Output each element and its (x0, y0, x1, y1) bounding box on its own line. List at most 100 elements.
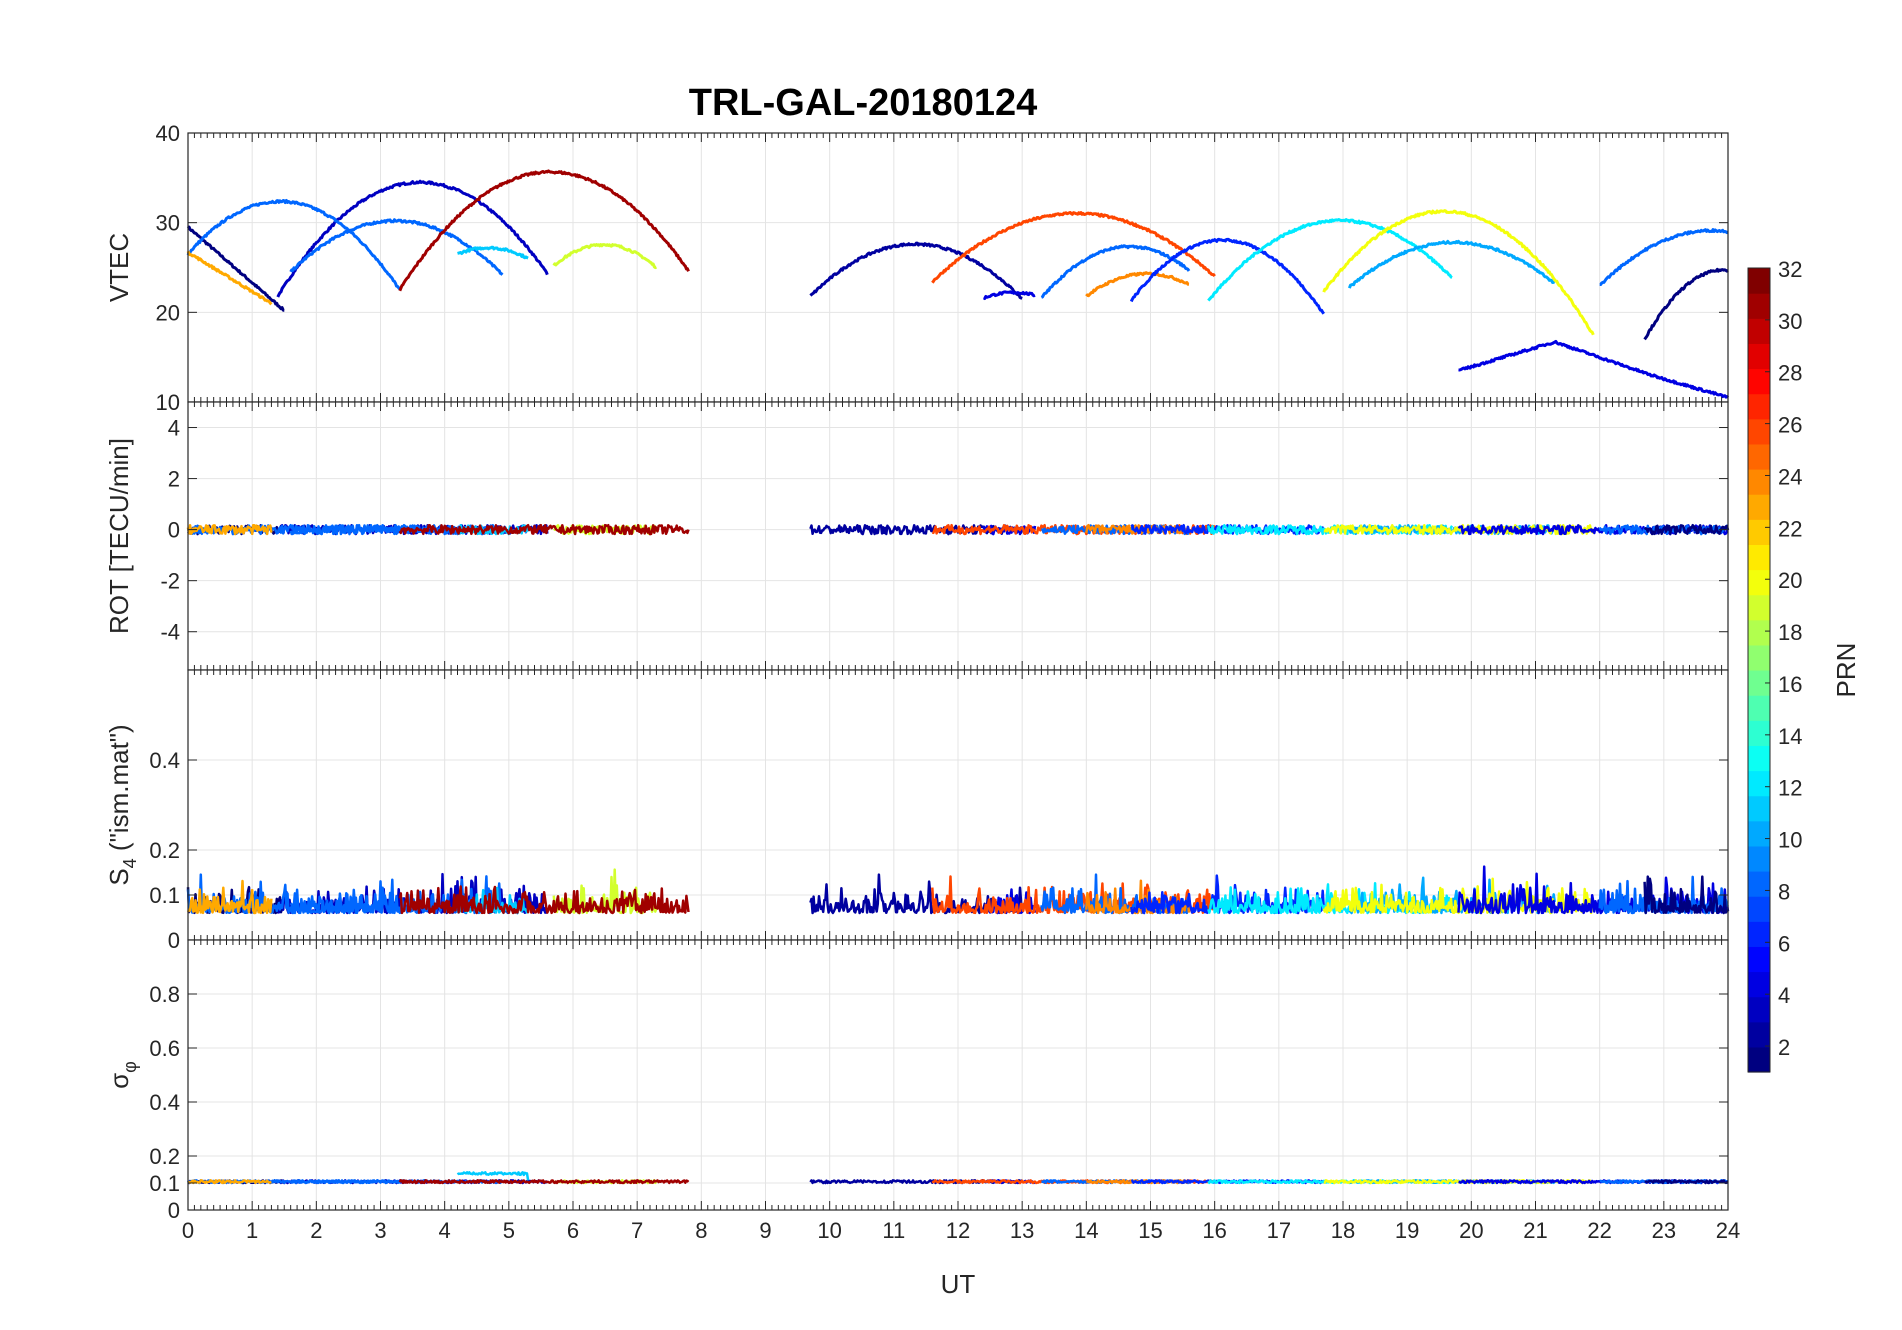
series-line-prn-4 (982, 290, 1036, 300)
series-line-prn-31 (398, 1179, 690, 1185)
x-tick-label: 21 (1523, 1218, 1547, 1243)
x-tick-label: 0 (182, 1218, 194, 1243)
series-line-prn-20 (1322, 209, 1595, 336)
series-line-prn-23 (186, 879, 273, 915)
series-line-prn-8 (1040, 244, 1191, 299)
colorbar-tick-label: 4 (1778, 983, 1790, 1008)
series-line-prn-26 (931, 211, 1216, 284)
x-tick-label: 4 (439, 1218, 451, 1243)
y-tick-label: 0.2 (149, 838, 180, 863)
series-line-prn-19 (552, 243, 658, 270)
series-line-prn-23 (186, 250, 273, 306)
colorbar-tick-label: 26 (1778, 413, 1802, 438)
colorbar-segment (1748, 619, 1770, 646)
colorbar-segment (1748, 971, 1770, 998)
colorbar-tick-label: 22 (1778, 516, 1802, 541)
y-tick-label: 2 (168, 467, 180, 492)
series-line-prn-10 (1347, 239, 1556, 289)
colorbar-segment (1748, 1046, 1770, 1073)
series-line-prn-8 (289, 218, 504, 276)
chart-title: TRL-GAL-20180124 (689, 82, 1037, 124)
y-tick-label: 40 (156, 121, 180, 146)
colorbar-segment (1748, 745, 1770, 772)
panel-4: 00.10.2 0.4 0.6 0.8 σφ (104, 939, 1729, 1223)
series-line-prn-23 (186, 523, 273, 536)
colorbar-segment (1748, 469, 1770, 495)
colorbar-segment (1748, 368, 1770, 395)
colorbar-tick-label: 18 (1778, 620, 1802, 645)
colorbar-segment (1748, 343, 1770, 370)
colorbar-segment (1748, 494, 1770, 520)
colorbar-segment (1748, 820, 1770, 847)
colorbar-segment (1748, 770, 1770, 797)
panel-1: 10 20 30 40 VTEC (104, 121, 1730, 415)
colorbar-segment (1748, 418, 1770, 445)
colorbar-segment (1748, 795, 1770, 822)
colorbar-segment (1748, 695, 1770, 721)
x-tick-label: 5 (503, 1218, 515, 1243)
series-line-prn-1 (186, 225, 285, 312)
y-tick-label: 0.8 (149, 982, 180, 1007)
y-tick-label: 0 (168, 1198, 180, 1223)
series-line-prn-1 (1643, 523, 1730, 536)
x-tick-label: 20 (1459, 1218, 1483, 1243)
x-tick-label: 15 (1138, 1218, 1162, 1243)
x-tick-label: 22 (1587, 1218, 1611, 1243)
y-tick-label: -4 (160, 620, 180, 645)
x-axis: 0 1 2 3 4 5 6 7 8 9 10 11 12 13 14 15 16 17 18 19 20 21 22 23 24 (182, 1218, 1740, 1243)
x-tick-label: 16 (1202, 1218, 1226, 1243)
colorbar-tick-label: 28 (1778, 361, 1802, 386)
x-tick-label: 6 (567, 1218, 579, 1243)
x-tick-label: 24 (1716, 1218, 1740, 1243)
y-tick-label: 0 (168, 928, 180, 953)
x-tick-label: 8 (695, 1218, 707, 1243)
series-line-prn-24 (1085, 271, 1190, 298)
series-line-prn-1 (1643, 267, 1729, 341)
colorbar-segment (1748, 871, 1770, 897)
y-tick-label: 0.2 (149, 1144, 180, 1169)
y-tick-label: 20 (156, 300, 180, 325)
colorbar-tick-label: 2 (1778, 1035, 1790, 1060)
series-line-prn-31 (398, 523, 690, 536)
x-tick-label: 18 (1331, 1218, 1355, 1243)
series-line-prn-31 (398, 169, 690, 292)
panel-3: 0 0.1 0.2 0.4 S4 ("ism.mat") (104, 669, 1730, 953)
series-line-prn-8 (186, 199, 401, 291)
colorbar-tick-label: 8 (1778, 879, 1790, 904)
series-line-prn-1 (1643, 875, 1729, 915)
colorbar-tick-label: 24 (1778, 464, 1802, 489)
series-line-prn-6 (1130, 523, 1326, 536)
y-axis-label: ROT [TECU/min] (104, 438, 134, 634)
x-axis-label: UT (941, 1269, 976, 1299)
x-tick-label: 9 (759, 1218, 771, 1243)
series-line-prn-23 (187, 1179, 272, 1185)
colorbar-tick-label: 32 (1778, 257, 1802, 282)
series-line-prn-2 (809, 241, 1023, 300)
x-tick-label: 3 (374, 1218, 386, 1243)
x-tick-label: 19 (1395, 1218, 1419, 1243)
y-tick-label: 0.4 (149, 748, 180, 773)
colorbar-segment (1748, 519, 1770, 545)
x-tick-label: 17 (1267, 1218, 1291, 1243)
colorbar-segment (1748, 670, 1770, 696)
series-group (186, 169, 1730, 399)
series-line-prn-6 (1129, 237, 1326, 315)
panel-2: -4 -2 0 2 4 ROT [TECU/min] (104, 401, 1730, 671)
series-line-prn-24 (1085, 879, 1191, 915)
colorbar-segment (1748, 318, 1770, 344)
colorbar-segment (1748, 845, 1770, 872)
series-line-prn-31 (398, 885, 690, 915)
series-line-prn-4 (1457, 865, 1730, 915)
y-tick-label: 0.1 (149, 883, 180, 908)
colorbar-tick-label: 20 (1778, 568, 1802, 593)
colorbar-tick-label: 14 (1778, 724, 1802, 749)
series-line-prn-20 (1322, 877, 1595, 915)
x-tick-label: 23 (1652, 1218, 1676, 1243)
y-tick-label: 0.1 (149, 1171, 180, 1196)
y-tick-label: 30 (156, 211, 180, 236)
colorbar-label: PRN (1831, 643, 1861, 698)
colorbar-tick-label: 10 (1778, 828, 1802, 853)
x-tick-label: 7 (631, 1218, 643, 1243)
